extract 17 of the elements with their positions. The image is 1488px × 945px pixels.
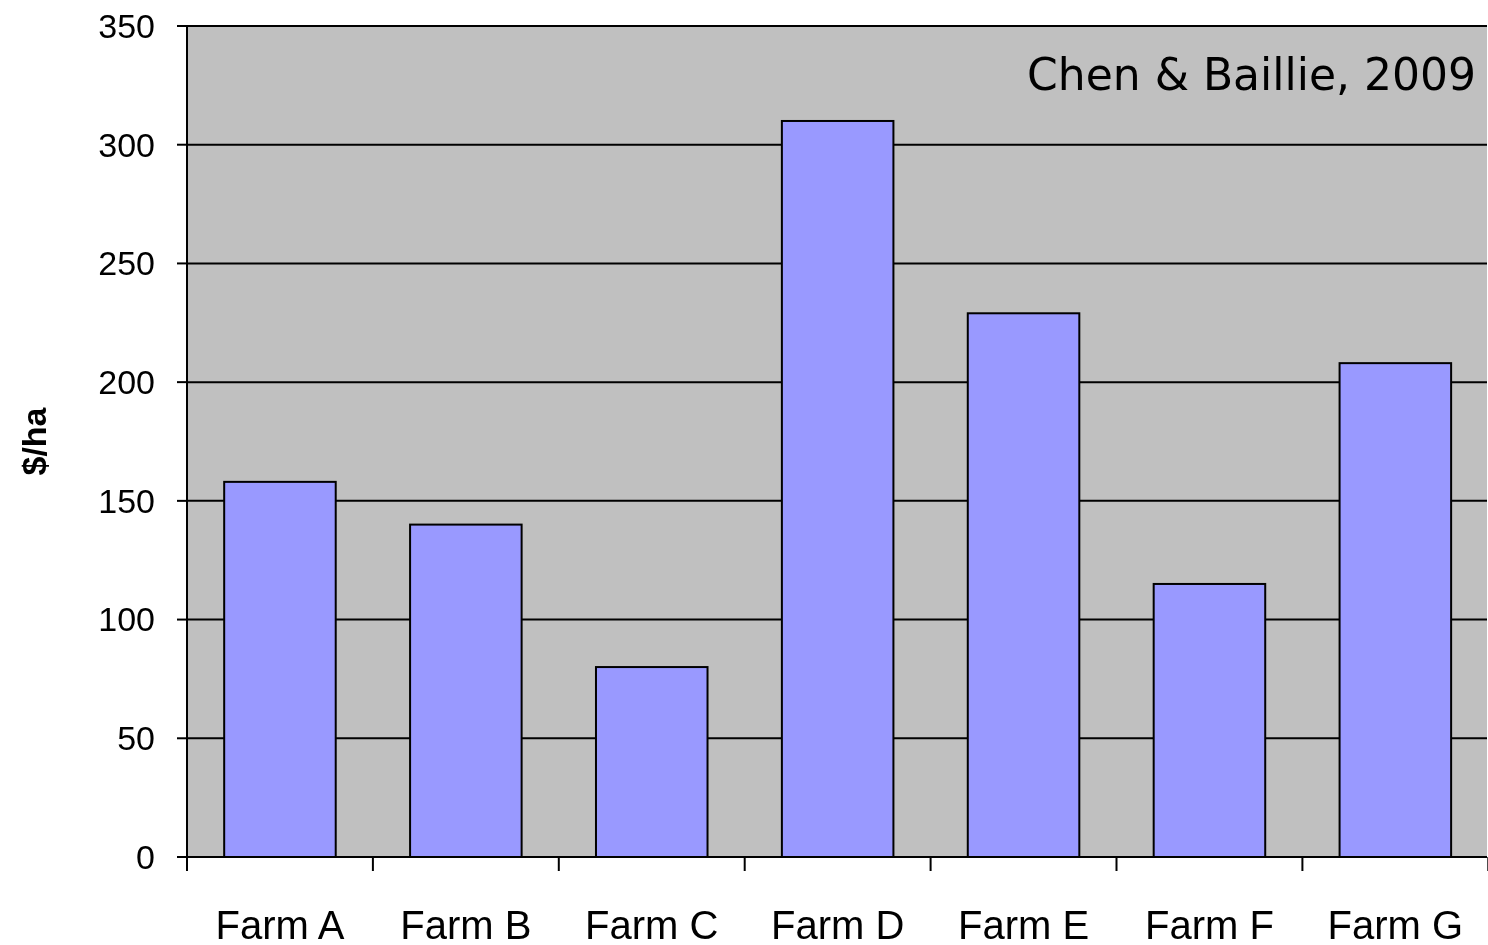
y-tick-label: 200 — [98, 363, 155, 402]
x-tick-label: Farm A — [215, 903, 345, 945]
y-tick-label: 250 — [98, 244, 155, 283]
y-tick-label: 300 — [98, 125, 155, 164]
y-tick-label: 150 — [98, 481, 155, 520]
y-axis-title: $/ha — [15, 406, 53, 476]
x-tick-label: Farm B — [400, 903, 532, 945]
x-tick-label: Farm E — [957, 903, 1090, 945]
x-tick-label: Farm G — [1327, 903, 1464, 945]
x-tick-label: Farm C — [585, 903, 719, 945]
y-tick-label: 50 — [117, 719, 155, 758]
y-tick-label: 0 — [136, 837, 155, 876]
x-tick-label: Farm F — [1145, 903, 1274, 945]
y-tick-label: 350 — [98, 6, 155, 45]
annotation: Chen & Baillie, 2009 — [1027, 49, 1476, 100]
y-tick-label: 100 — [98, 600, 155, 639]
x-tick-label: Farm D — [770, 903, 905, 945]
